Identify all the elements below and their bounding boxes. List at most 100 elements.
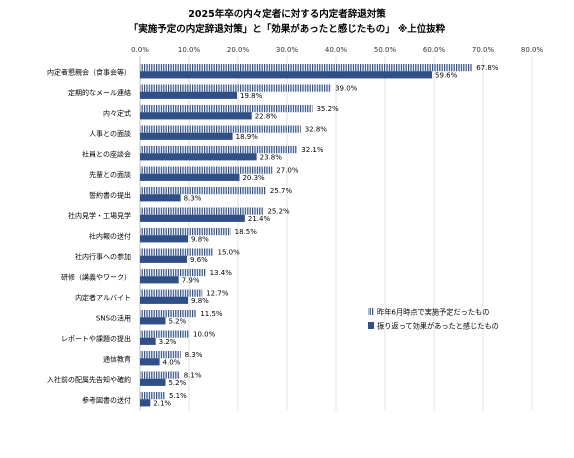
bar-effective bbox=[140, 214, 245, 222]
category-label: 社員との座談会 bbox=[82, 149, 131, 158]
category-label: 内定者アルバイト bbox=[75, 293, 131, 302]
bar-planned bbox=[140, 84, 332, 92]
bar-effective bbox=[140, 399, 151, 407]
bar-planned bbox=[140, 392, 165, 400]
category-label: 内定者懇親会（食事会等） bbox=[47, 67, 131, 76]
data-label-effective: 21.4% bbox=[248, 215, 271, 223]
bar-effective bbox=[140, 91, 238, 99]
data-label-effective: 4.0% bbox=[163, 359, 181, 367]
bar-effective bbox=[140, 194, 181, 202]
category-label: 定期的なメール連絡 bbox=[68, 88, 131, 97]
bar-planned bbox=[140, 330, 189, 338]
bar-effective bbox=[140, 317, 166, 325]
data-label-planned: 11.5% bbox=[200, 310, 223, 318]
data-label-planned: 18.5% bbox=[235, 228, 258, 236]
legend-swatch-effective bbox=[368, 322, 374, 329]
category-label: 内々定式 bbox=[103, 108, 131, 117]
category-label: 入社前の配属先告知や確約 bbox=[47, 375, 131, 384]
data-label-effective: 59.6% bbox=[435, 72, 458, 80]
data-label-planned: 25.7% bbox=[270, 187, 293, 195]
category-label: 研修（講義やワーク） bbox=[61, 272, 131, 281]
bar-planned bbox=[140, 351, 181, 359]
bar-effective bbox=[140, 276, 179, 284]
bar-effective bbox=[140, 71, 433, 79]
data-label-effective: 2.1% bbox=[153, 400, 171, 408]
data-label-effective: 9.8% bbox=[191, 297, 209, 305]
data-label-planned: 12.7% bbox=[206, 290, 229, 298]
data-label-planned: 5.1% bbox=[169, 392, 187, 400]
x-tick-label: 10.0% bbox=[178, 46, 201, 54]
chart-subtitle: 「実施予定の内定辞退対策」と「効果があったと感じたもの」 ※上位抜粋 bbox=[128, 24, 446, 35]
legend-swatch-planned bbox=[368, 308, 374, 315]
data-label-planned: 39.0% bbox=[335, 85, 358, 93]
bar-effective bbox=[140, 337, 156, 345]
data-label-planned: 35.2% bbox=[316, 105, 339, 113]
x-tick-label: 80.0% bbox=[521, 46, 544, 54]
x-tick-label: 70.0% bbox=[472, 46, 495, 54]
legend-label-effective: 振り返って効果があったと感じたもの bbox=[377, 322, 499, 331]
data-label-effective: 18.9% bbox=[236, 133, 259, 141]
bar-planned bbox=[140, 105, 313, 113]
data-label-planned: 32.1% bbox=[301, 146, 324, 154]
data-label-effective: 20.3% bbox=[242, 174, 265, 182]
x-tick-label: 40.0% bbox=[325, 46, 348, 54]
data-label-planned: 13.4% bbox=[210, 269, 233, 277]
bar-effective bbox=[140, 112, 252, 120]
data-label-planned: 8.3% bbox=[185, 351, 203, 359]
data-label-effective: 3.2% bbox=[159, 338, 177, 346]
bar-effective bbox=[140, 358, 160, 366]
bar-planned bbox=[140, 228, 231, 236]
chart-title: 2025年卒の内々定者に対する内定者辞退対策 bbox=[188, 9, 386, 20]
bar-effective bbox=[140, 378, 166, 386]
data-label-planned: 25.2% bbox=[267, 208, 290, 216]
bar-effective bbox=[140, 296, 189, 304]
bar-effective bbox=[140, 255, 188, 263]
data-label-effective: 7.9% bbox=[182, 277, 200, 285]
category-label: 人事との面談 bbox=[89, 129, 131, 138]
category-label: 社内見学・工場見学 bbox=[68, 211, 131, 220]
bar-effective bbox=[140, 153, 257, 161]
data-label-effective: 8.3% bbox=[184, 195, 202, 203]
legend-label-planned: 昨年6月時点で実施予定だったもの bbox=[377, 308, 489, 317]
bar-effective bbox=[140, 235, 189, 243]
data-label-effective: 23.8% bbox=[260, 154, 283, 162]
category-label: 社内行事への参加 bbox=[75, 252, 131, 261]
category-label: 先輩との面談 bbox=[89, 170, 131, 179]
data-label-planned: 15.0% bbox=[218, 249, 241, 257]
bar-planned bbox=[140, 207, 264, 215]
bar-planned bbox=[140, 289, 203, 297]
x-tick-label: 20.0% bbox=[227, 46, 250, 54]
x-tick-label: 0.0% bbox=[131, 46, 149, 54]
x-tick-label: 50.0% bbox=[374, 46, 397, 54]
data-label-effective: 9.8% bbox=[191, 236, 209, 244]
x-tick-label: 30.0% bbox=[276, 46, 299, 54]
bar-planned bbox=[140, 248, 214, 256]
bar-planned bbox=[140, 64, 473, 72]
bar-planned bbox=[140, 269, 206, 277]
data-label-planned: 32.8% bbox=[305, 126, 328, 134]
data-label-effective: 22.8% bbox=[255, 113, 278, 121]
category-label: 誓約書の提出 bbox=[89, 190, 131, 199]
bar-planned bbox=[140, 125, 301, 133]
data-label-planned: 67.8% bbox=[476, 64, 499, 72]
data-label-planned: 27.0% bbox=[276, 167, 299, 175]
data-label-effective: 19.8% bbox=[240, 92, 263, 100]
category-label: SNSの活用 bbox=[96, 313, 131, 322]
data-label-effective: 5.2% bbox=[168, 318, 186, 326]
category-label: レポートや課題の提出 bbox=[61, 334, 131, 343]
bar-planned bbox=[140, 166, 273, 174]
category-label: 参考図書の送付 bbox=[82, 395, 131, 404]
category-label: 社内報の送付 bbox=[89, 231, 131, 240]
bar-planned bbox=[140, 187, 266, 195]
data-label-planned: 10.0% bbox=[193, 331, 216, 339]
x-tick-label: 60.0% bbox=[423, 46, 446, 54]
bar-planned bbox=[140, 371, 180, 379]
bar-planned bbox=[140, 310, 197, 318]
data-label-effective: 9.6% bbox=[190, 256, 208, 264]
data-label-effective: 5.2% bbox=[168, 379, 186, 387]
bar-planned bbox=[140, 146, 298, 154]
bar-effective bbox=[140, 173, 240, 181]
data-label-planned: 8.1% bbox=[184, 372, 202, 380]
